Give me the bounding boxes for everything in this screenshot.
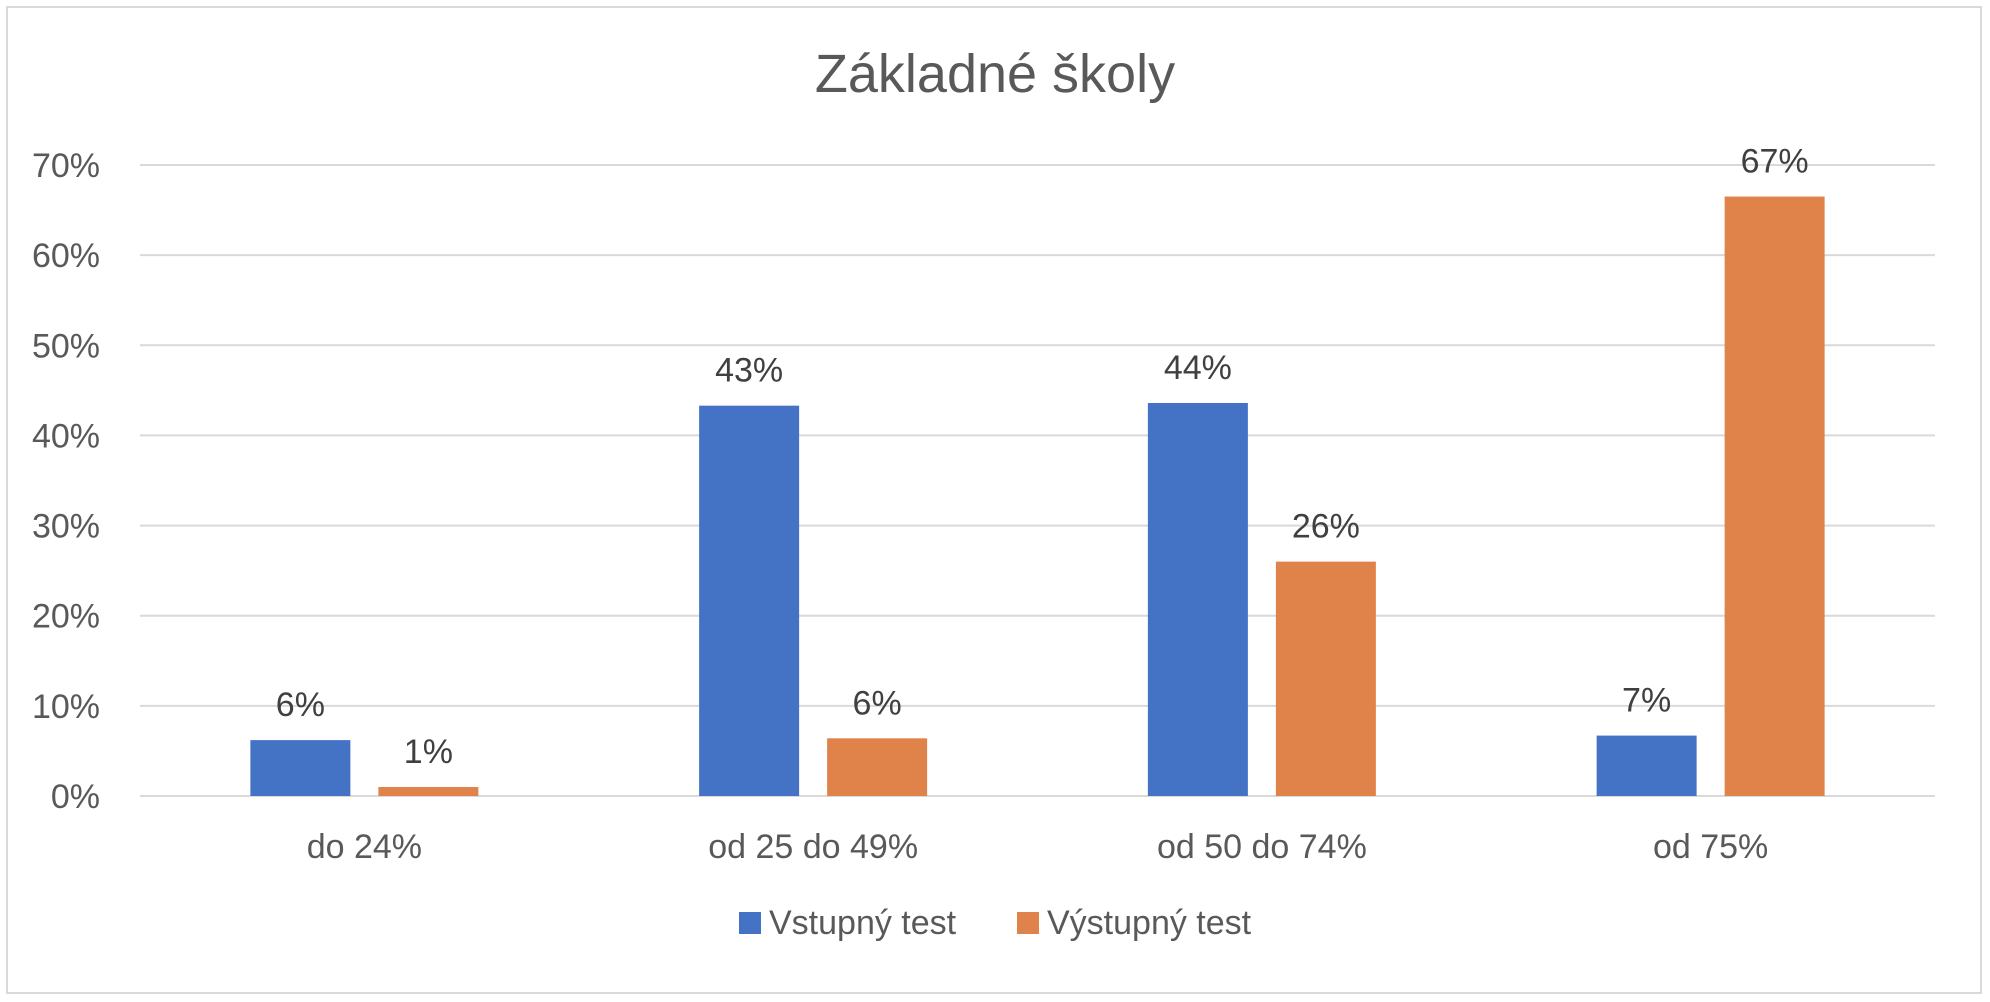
data-label: 67% <box>1741 143 1809 181</box>
bar <box>378 786 479 796</box>
bar <box>1596 735 1697 796</box>
bar <box>1275 561 1376 796</box>
bar <box>827 738 928 796</box>
legend-swatch <box>1017 912 1039 934</box>
x-tick-label: od 25 do 49% <box>708 828 918 866</box>
legend: Vstupný test Výstupný test <box>739 904 1252 942</box>
bar <box>250 740 351 796</box>
data-labels: 6% 1% 43% 6% 44% 26% 7% 67% <box>276 143 1809 771</box>
data-label: 43% <box>715 352 783 390</box>
data-label: 26% <box>1292 508 1360 546</box>
data-label: 1% <box>404 733 453 771</box>
x-tick-label: od 50 do 74% <box>1157 828 1367 866</box>
y-tick-label: 60% <box>32 237 100 275</box>
x-tick-label: od 75% <box>1653 828 1768 866</box>
data-label: 6% <box>276 686 325 724</box>
y-tick-label: 70% <box>32 147 100 185</box>
data-label: 6% <box>853 684 902 722</box>
y-tick-label: 50% <box>32 327 100 365</box>
bar <box>699 405 800 796</box>
x-axis: do 24% od 25 do 49% od 50 do 74% od 75% <box>307 828 1769 866</box>
data-label: 44% <box>1164 349 1232 387</box>
y-tick-label: 10% <box>32 688 100 726</box>
legend-label: Výstupný test <box>1047 904 1252 942</box>
y-tick-label: 20% <box>32 598 100 636</box>
bars <box>250 196 1825 797</box>
y-tick-label: 30% <box>32 508 100 546</box>
y-tick-label: 40% <box>32 417 100 455</box>
legend-label: Vstupný test <box>769 904 957 942</box>
x-tick-label: do 24% <box>307 828 422 866</box>
data-label: 7% <box>1622 682 1671 720</box>
chart-frame <box>6 6 1982 994</box>
bar <box>1724 196 1825 797</box>
legend-swatch <box>739 912 761 934</box>
y-tick-label: 0% <box>51 778 100 816</box>
y-axis: 0% 10% 20% 30% 40% 50% 60% 70% <box>32 147 100 816</box>
chart-title: Základné školy <box>815 44 1175 104</box>
bar <box>1147 402 1248 796</box>
